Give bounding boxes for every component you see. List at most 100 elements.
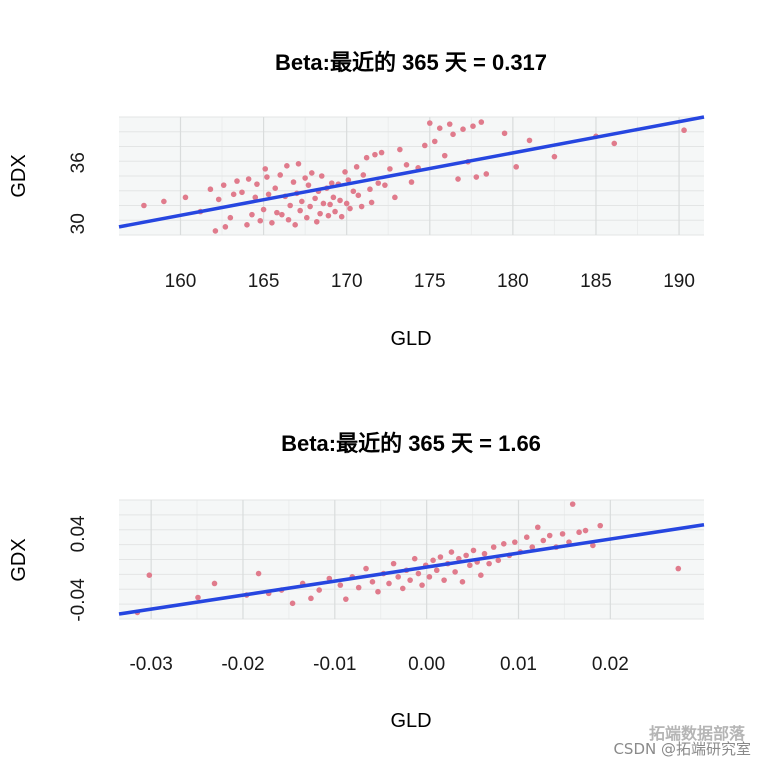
scatter-point	[375, 180, 382, 186]
scatter-point	[343, 596, 349, 602]
y-tick-label: -0.04	[68, 578, 89, 622]
scatter-point	[307, 203, 313, 210]
scatter-point	[446, 121, 453, 127]
scatter-point	[305, 182, 312, 188]
scatter-point	[222, 224, 229, 230]
scatter-point	[182, 194, 189, 201]
regression-line	[118, 523, 705, 616]
scatter-point	[274, 209, 280, 216]
scatter-point	[437, 554, 444, 560]
scatter-point	[239, 189, 245, 196]
scatter-point	[215, 196, 222, 203]
scatter-point	[501, 130, 508, 137]
scatter-point	[559, 531, 566, 537]
scatter-point	[455, 176, 461, 182]
scatter-point	[269, 219, 275, 226]
y-tick-label: 30	[68, 213, 89, 234]
scatter-point	[244, 222, 250, 228]
x-tick-label: 165	[248, 271, 280, 292]
scatter-point	[582, 527, 589, 534]
scatter-point	[337, 582, 344, 588]
scatter-point	[290, 179, 297, 185]
regression-layer	[118, 115, 705, 229]
scatter-point	[295, 160, 302, 167]
scatter-point	[399, 585, 406, 592]
x-tick-label: 0.00	[408, 654, 445, 675]
scatter-point	[478, 572, 484, 579]
x-tick-label: 160	[165, 271, 197, 292]
scatter-point	[308, 595, 314, 602]
x-tick-label: -0.02	[221, 654, 264, 675]
scatter-point	[467, 562, 473, 569]
scatter-point	[284, 163, 290, 169]
scatter-point	[342, 169, 348, 175]
y-tick-label: 36	[68, 152, 89, 173]
scatter-point	[459, 579, 466, 585]
scatter-point	[255, 570, 262, 577]
watermark-csdn: CSDN @拓端研究室	[613, 740, 751, 758]
scatter-point	[430, 557, 436, 564]
scatter-point	[470, 547, 477, 554]
scatter-point	[355, 584, 362, 591]
x-axis-label: GLD	[390, 710, 431, 732]
scatter-point	[441, 152, 448, 159]
x-tick-label: 170	[331, 271, 363, 292]
scatter-point	[375, 588, 381, 595]
scatter-point	[265, 191, 272, 198]
data-points	[141, 119, 687, 234]
scatter-point	[347, 205, 353, 212]
scatter-point	[597, 522, 604, 529]
scatter-point	[470, 123, 476, 129]
scatter-point	[486, 560, 492, 567]
scatter-point	[431, 138, 438, 145]
scatter-point	[483, 171, 490, 177]
scatter-point	[436, 125, 443, 131]
scatter-point	[292, 222, 298, 228]
scatter-point	[254, 181, 260, 187]
y-tick-labels: -0.04 0.04	[68, 515, 89, 622]
scatter-point	[332, 208, 338, 215]
scatter-point	[513, 164, 520, 170]
scatter-point	[426, 120, 433, 126]
scatter-point	[318, 173, 325, 179]
scatter-point	[285, 216, 292, 223]
x-tick-label: 0.01	[500, 654, 537, 675]
chart-top: Beta:最近的 365 天 = 0.317 160 165 170 175 180 18…	[8, 50, 705, 350]
scatter-point	[272, 185, 279, 192]
scatter-point	[551, 153, 558, 160]
scatter-point	[382, 182, 388, 188]
y-tick-labels: 30 36	[68, 152, 89, 234]
scatter-point	[207, 186, 214, 193]
scatter-point	[523, 534, 530, 540]
scatter-point	[367, 186, 373, 193]
scatter-point	[368, 199, 375, 206]
scatter-point	[249, 211, 255, 218]
scatter-point	[345, 177, 352, 183]
scatter-point	[495, 557, 502, 564]
scatter-point	[408, 179, 415, 185]
scatter-point	[411, 555, 418, 562]
scatter-point	[390, 560, 397, 567]
scatter-point	[363, 154, 370, 161]
scatter-point	[350, 188, 357, 195]
scatter-point	[316, 587, 323, 593]
scatter-point	[460, 126, 466, 133]
scatter-point	[441, 577, 447, 583]
scatter-point	[569, 501, 576, 507]
regression-layer	[118, 523, 705, 616]
scatter-point	[448, 549, 455, 555]
scatter-point	[325, 212, 332, 219]
scatter-point	[245, 176, 252, 182]
watermark-brand: 拓端数据部落	[648, 724, 745, 743]
y-tick-label: 0.04	[68, 515, 89, 552]
scatter-point	[326, 575, 333, 582]
scatter-point	[277, 172, 284, 178]
scatter-point	[392, 194, 398, 201]
scatter-point	[675, 565, 682, 572]
scatter-point	[421, 142, 428, 149]
scatter-point	[426, 574, 433, 580]
scatter-point	[299, 198, 305, 205]
scatter-point	[490, 544, 497, 550]
scatter-point	[303, 214, 310, 221]
scatter-point	[330, 194, 337, 201]
